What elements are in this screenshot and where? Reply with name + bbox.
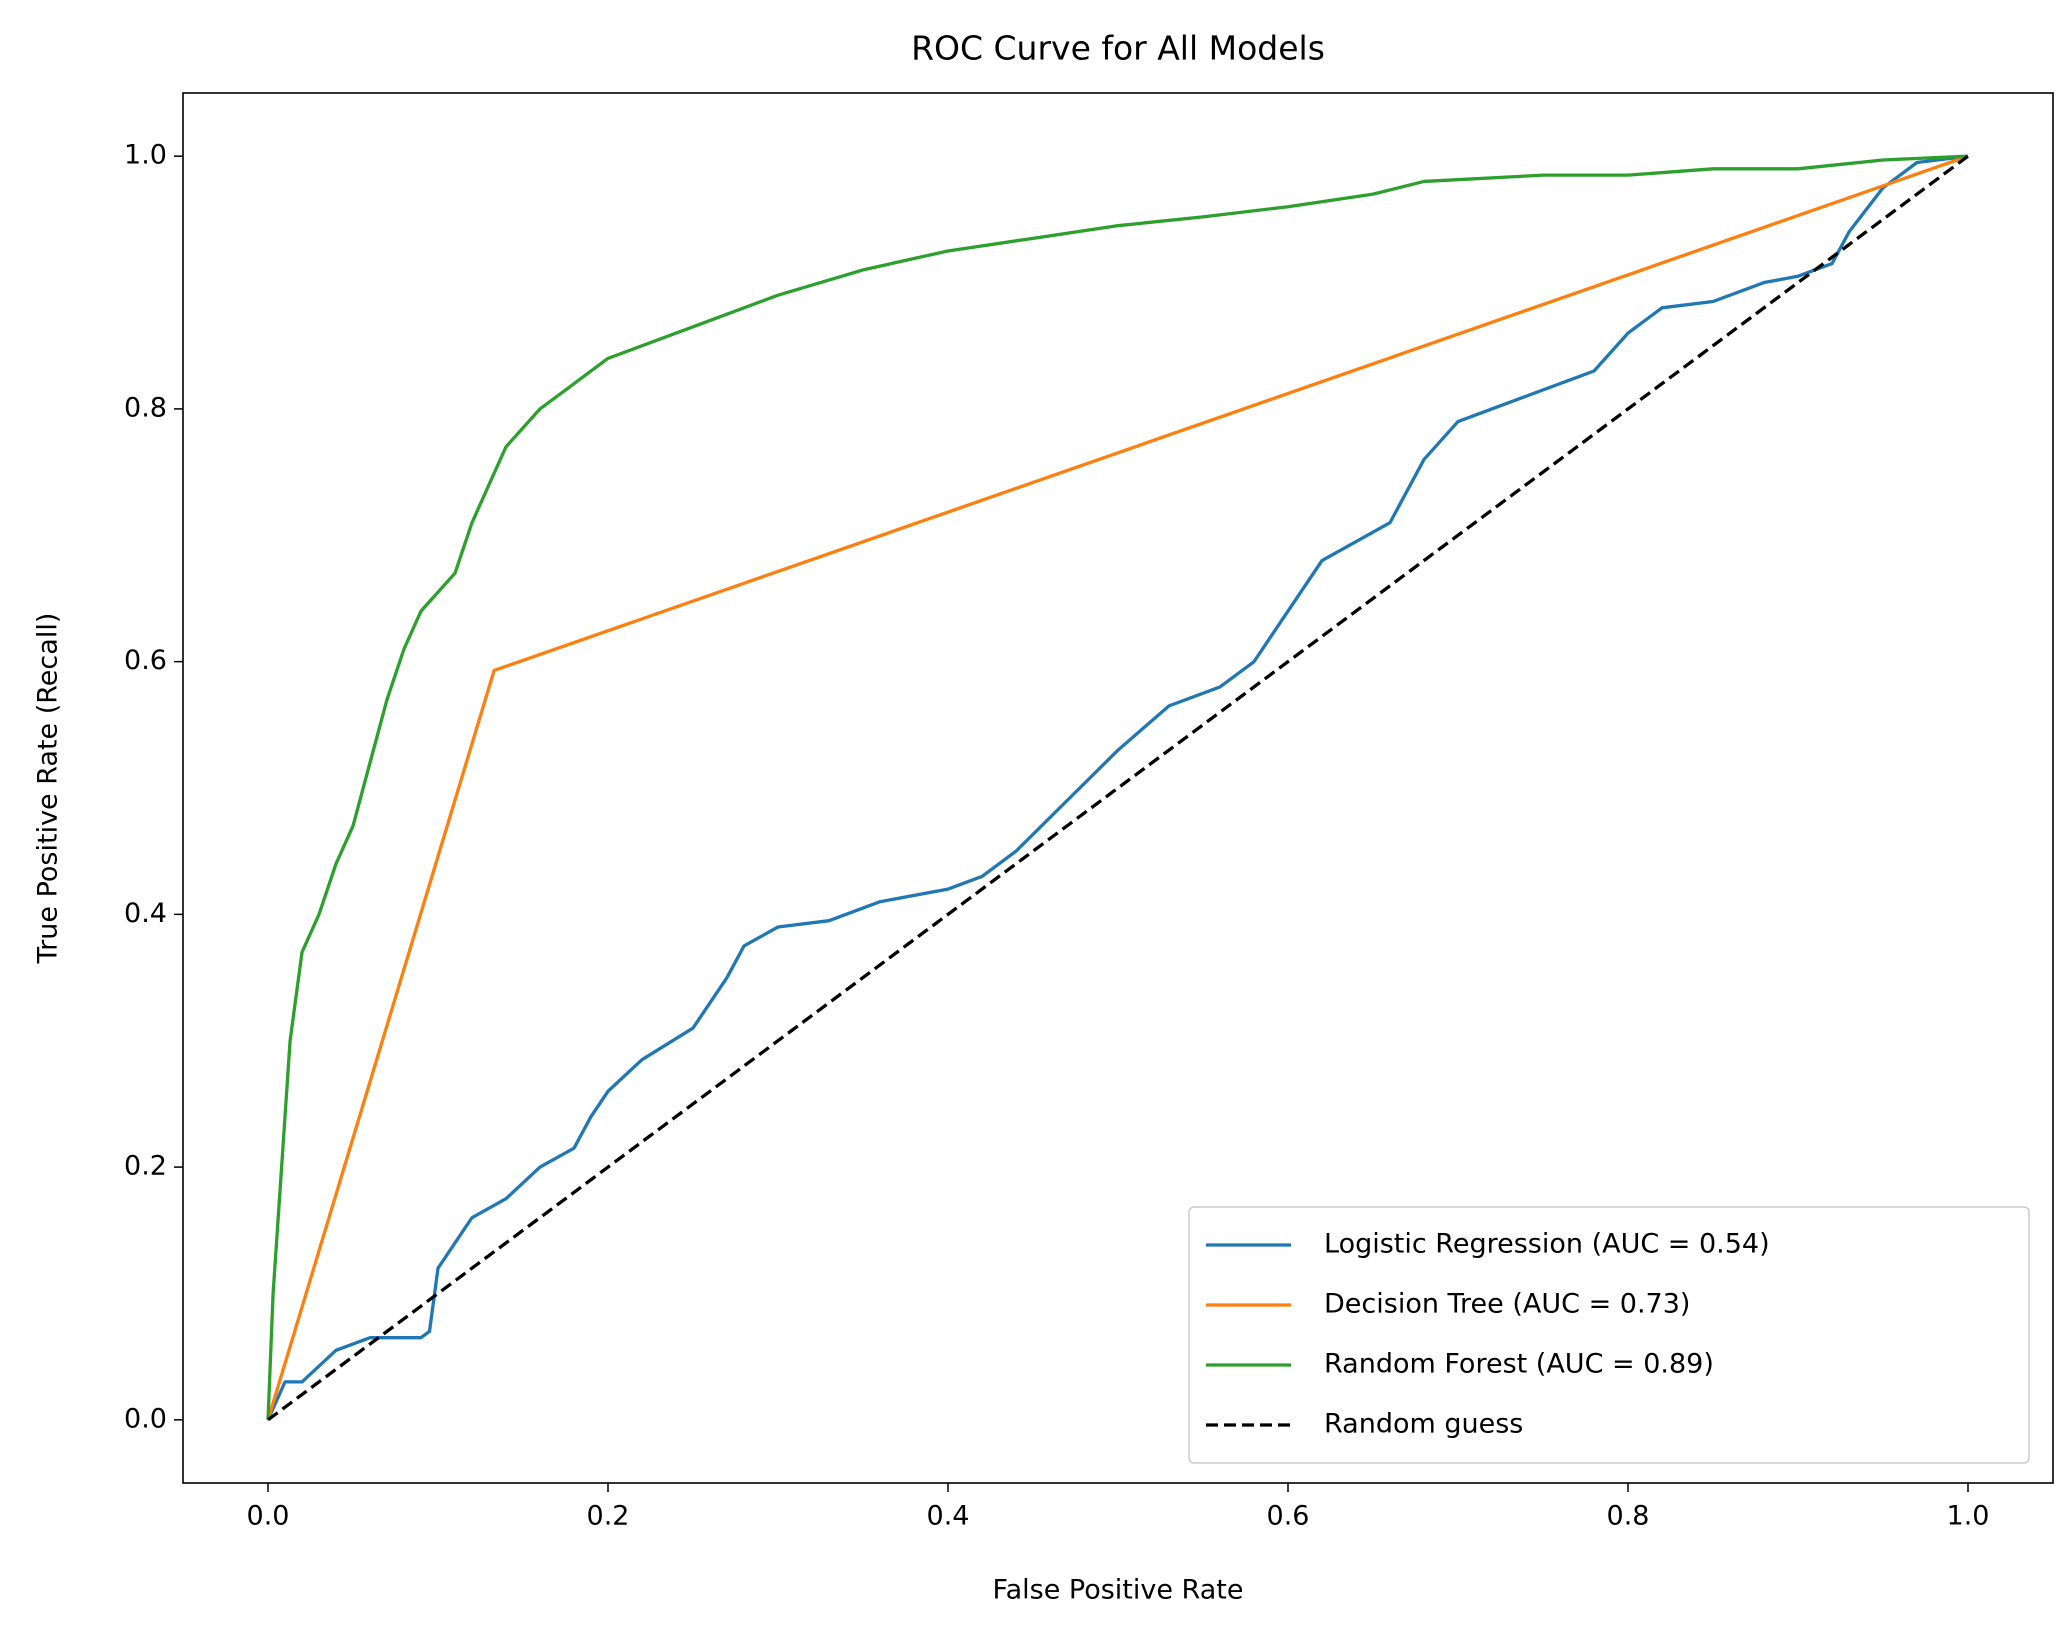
x-tick-label: 0.8 (1607, 1501, 1650, 1532)
legend-label: Random guess (1324, 1409, 1523, 1440)
x-tick-label: 0.4 (927, 1501, 970, 1532)
y-tick-label: 0.8 (124, 392, 167, 423)
legend-label: Logistic Regression (AUC = 0.54) (1324, 1229, 1770, 1260)
y-tick-label: 1.0 (124, 140, 167, 171)
y-tick-label: 0.6 (124, 645, 167, 676)
legend-label: Random Forest (AUC = 0.89) (1324, 1349, 1714, 1380)
series-line (266, 154, 1969, 1420)
chart-title: ROC Curve for All Models (911, 29, 1325, 68)
y-tick-label: 0.2 (124, 1151, 167, 1182)
legend-label: Decision Tree (AUC = 0.73) (1324, 1289, 1690, 1320)
legend-box (1188, 1206, 2030, 1464)
y-axis-label: True Positive Rate (Recall) (33, 613, 64, 965)
y-tick-label: 0.4 (124, 898, 167, 929)
x-axis-label: False Positive Rate (993, 1575, 1244, 1606)
y-tick-label: 0.0 (124, 1403, 167, 1434)
axes-frame (182, 92, 2054, 1484)
series-line (267, 154, 1969, 1422)
x-tick-label: 0.2 (587, 1501, 630, 1532)
series-line (266, 154, 1969, 1421)
x-tick-label: 1.0 (1947, 1501, 1990, 1532)
series-line (266, 154, 1969, 1421)
x-tick-label: 0.0 (247, 1501, 290, 1532)
x-tick-label: 0.6 (1267, 1501, 1310, 1532)
